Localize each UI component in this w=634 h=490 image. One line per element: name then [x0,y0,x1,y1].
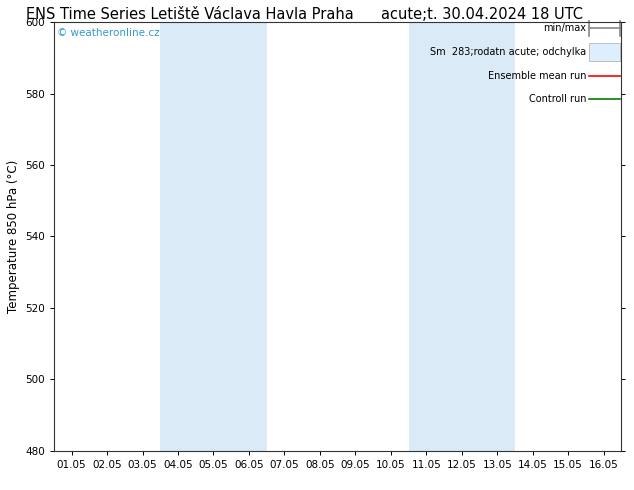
Text: © weatheronline.cz: © weatheronline.cz [56,28,159,39]
Text: Controll run: Controll run [529,94,586,104]
Text: ENS Time Series Letiště Václava Havla Praha: ENS Time Series Letiště Václava Havla Pr… [27,7,354,23]
Bar [160,22,267,451]
Y-axis label: Temperature 850 hPa (°C): Temperature 850 hPa (°C) [6,160,20,313]
Bar [408,22,515,451]
Text: min/max: min/max [543,24,586,33]
Text: Ensemble mean run: Ensemble mean run [488,71,586,81]
Text: Sm  283;rodatn acute; odchylka: Sm 283;rodatn acute; odchylka [430,47,586,57]
Bar [589,43,620,62]
Text: acute;t. 30.04.2024 18 UTC: acute;t. 30.04.2024 18 UTC [381,7,583,23]
